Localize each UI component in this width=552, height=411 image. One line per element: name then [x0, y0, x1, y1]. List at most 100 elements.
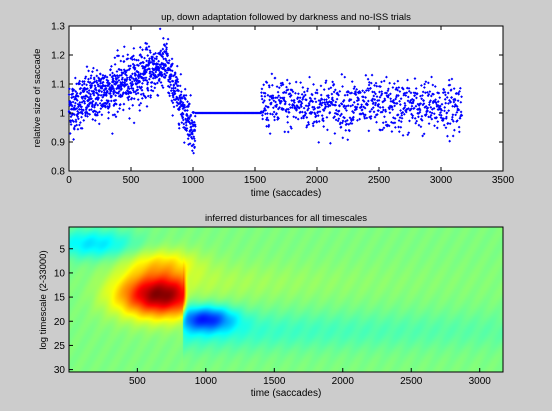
scatter-point	[143, 95, 147, 98]
scatter-point	[375, 113, 379, 116]
scatter-point	[325, 115, 329, 119]
scatter-point	[98, 72, 102, 76]
scatter-point	[68, 132, 72, 135]
heatmap-title: inferred disturbances for all timescales	[205, 213, 367, 224]
scatter-point	[132, 65, 136, 69]
scatter-point	[111, 132, 114, 135]
scatter-point	[90, 97, 93, 101]
scatter-point	[85, 95, 89, 98]
scatter-point	[105, 78, 109, 82]
scatter-point	[378, 95, 382, 99]
scatter-point	[311, 100, 315, 104]
scatter-point	[92, 93, 96, 97]
scatter-point	[141, 82, 144, 85]
scatter-point	[277, 94, 281, 98]
scatter-point	[111, 90, 115, 94]
scatter-x-tick-label: 500	[123, 175, 140, 186]
scatter-point	[263, 91, 267, 95]
scatter-point	[159, 65, 163, 69]
scatter-point	[344, 128, 348, 132]
scatter-point	[367, 89, 370, 92]
scatter-point	[325, 98, 328, 102]
scatter-point	[375, 84, 379, 88]
scatter-point	[118, 74, 122, 77]
scatter-point	[275, 112, 278, 115]
scatter-point	[95, 68, 99, 72]
scatter-point	[145, 82, 149, 86]
scatter-x-tick-label: 0	[66, 175, 72, 186]
scatter-point	[351, 109, 354, 113]
scatter-point	[426, 106, 430, 110]
scatter-point	[145, 42, 149, 46]
scatter-point	[346, 104, 350, 108]
scatter-point	[168, 94, 172, 98]
scatter-point	[308, 75, 311, 79]
scatter-point	[361, 98, 365, 102]
scatter-point	[392, 98, 396, 102]
heatmap-y-tick-label: 15	[54, 293, 66, 304]
scatter-point	[313, 111, 316, 115]
scatter-point	[347, 90, 350, 94]
scatter-point	[136, 85, 139, 89]
scatter-point	[149, 95, 152, 99]
scatter-point	[274, 100, 277, 104]
scatter-point	[398, 99, 401, 103]
scatter-point	[103, 90, 106, 94]
scatter-point	[273, 118, 276, 122]
scatter-point	[337, 109, 341, 113]
scatter-point	[268, 95, 272, 98]
scatter-point	[112, 92, 116, 96]
scatter-point	[353, 92, 356, 95]
scatter-point	[144, 76, 148, 80]
scatter-point	[394, 97, 398, 101]
scatter-point	[384, 110, 388, 113]
scatter-point	[126, 92, 130, 96]
scatter-point	[138, 74, 142, 78]
scatter-point	[422, 132, 426, 136]
scatter-point	[424, 80, 428, 84]
scatter-point	[121, 108, 125, 112]
scatter-point	[270, 83, 274, 87]
heatmap-x-tick-label: 1500	[263, 376, 286, 387]
scatter-point	[95, 81, 99, 85]
scatter-point	[282, 107, 285, 111]
scatter-point	[287, 107, 290, 111]
scatter-y-tick-label: 1.3	[51, 22, 65, 33]
scatter-point	[170, 57, 174, 61]
scatter-plot: up, down adaptation followed by darkness…	[32, 12, 515, 199]
scatter-point	[421, 134, 425, 138]
scatter-point	[444, 126, 448, 130]
scatter-point	[262, 109, 265, 113]
scatter-point	[97, 93, 101, 97]
scatter-point	[396, 88, 399, 92]
scatter-point	[294, 107, 298, 111]
scatter-point	[429, 105, 433, 109]
scatter-point	[368, 110, 372, 113]
scatter-point	[158, 70, 162, 74]
scatter-point	[90, 83, 94, 87]
scatter-point	[342, 98, 346, 102]
scatter-point	[140, 88, 144, 92]
scatter-point	[132, 58, 136, 61]
scatter-point	[403, 106, 406, 110]
scatter-point	[267, 85, 271, 89]
scatter-point	[401, 86, 404, 90]
scatter-point	[69, 119, 72, 123]
scatter-point	[330, 96, 334, 100]
scatter-point	[182, 122, 186, 126]
scatter-point	[263, 95, 267, 98]
scatter-point	[443, 109, 446, 113]
scatter-point	[192, 137, 196, 141]
scatter-point	[379, 110, 383, 114]
scatter-point	[283, 130, 287, 134]
scatter-point	[364, 96, 368, 99]
scatter-point	[326, 128, 329, 132]
scatter-point	[132, 54, 135, 58]
scatter-point	[324, 81, 328, 85]
scatter-point	[454, 91, 458, 95]
scatter-point	[80, 100, 84, 104]
scatter-point	[144, 96, 148, 100]
scatter-point	[317, 120, 321, 123]
scatter-point	[423, 91, 427, 95]
scatter-point	[441, 119, 445, 122]
